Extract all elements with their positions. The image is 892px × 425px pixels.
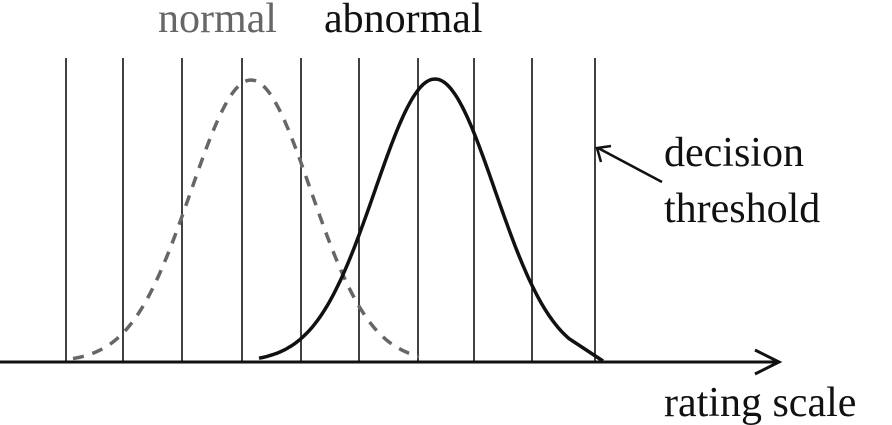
decision-threshold-label-line1: decision <box>664 130 804 176</box>
normal-label: normal <box>158 0 277 42</box>
abnormal-label: abnormal <box>324 0 483 42</box>
x-axis-label: rating scale <box>664 380 856 425</box>
axis-arrowhead <box>754 348 783 376</box>
decision-threshold-label-line2: threshold <box>664 186 820 232</box>
decision-threshold-lines <box>65 58 596 362</box>
threshold-pointer-arrow <box>597 146 663 184</box>
normal-distribution-curve <box>72 78 420 361</box>
abnormal-distribution-curve <box>258 77 604 363</box>
threshold-pointer-arrowhead <box>595 144 612 163</box>
